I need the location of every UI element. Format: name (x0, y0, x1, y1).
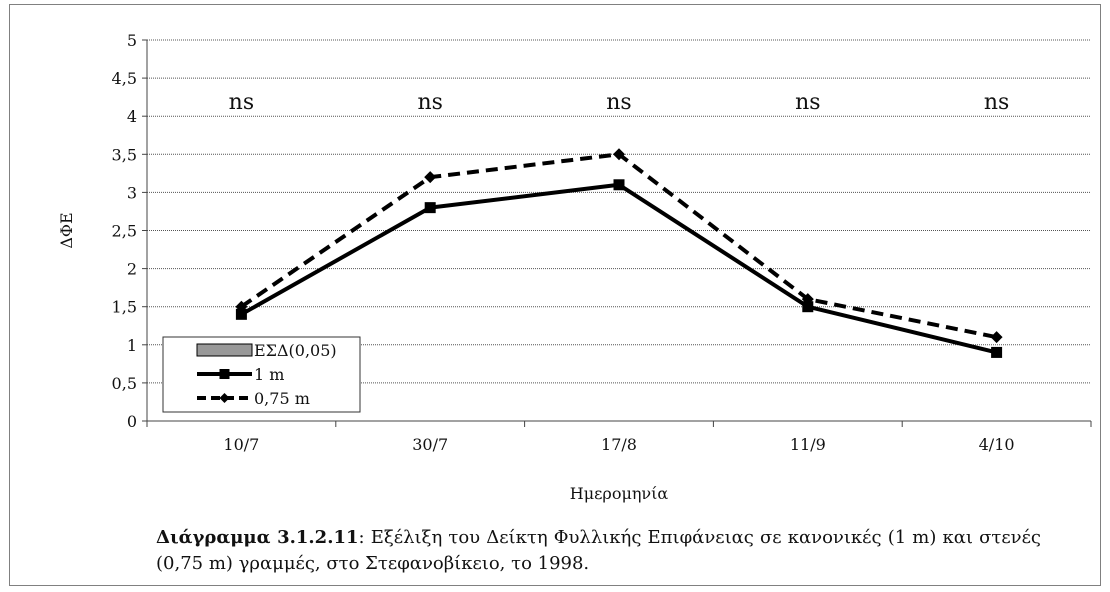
annotation-label: ns (229, 90, 254, 115)
data-point-diamond (424, 171, 437, 184)
data-point-diamond (613, 148, 625, 161)
y-tick-label: 4,5 (112, 69, 137, 88)
legend-marker-square (219, 369, 230, 379)
legend-marker-diamond (219, 393, 230, 403)
data-point-diamond (235, 300, 248, 313)
legend-box (162, 336, 361, 413)
annotation-label: ns (984, 90, 1009, 115)
y-tick-label: 1,5 (112, 298, 137, 317)
legend-label: 0,75 m (254, 389, 310, 408)
line-chart: 0 0,5 1 1,5 2 2,5 3 3,5 4 4,5 5 10/7 30/7 17/8 11/9 4/… (57, 31, 1092, 503)
y-axis-label: ΔΦΕ (57, 212, 76, 248)
data-point-diamond (801, 293, 814, 306)
x-tick-label: 17/8 (601, 435, 637, 454)
x-axis-label: Ημερομηνία (570, 484, 669, 503)
y-tick-label: 3 (127, 183, 137, 202)
figure-caption: Διάγραμμα 3.1.2.11: Εξέλιξη του Δείκτη Φ… (156, 525, 1041, 577)
legend-label: ΕΣΔ(0,05) (254, 341, 337, 360)
y-tick-label: 2 (127, 260, 137, 279)
data-point-square (235, 308, 247, 320)
y-tick-label: 0,5 (112, 374, 137, 393)
data-point-square (613, 179, 625, 191)
annotation-label: ns (606, 90, 631, 115)
y-tick-label: 3,5 (112, 145, 137, 164)
axes (142, 39, 1092, 427)
legend: ΕΣΔ(0,05) 1 m 0,75 m (162, 336, 361, 413)
x-tick-labels: 10/7 30/7 17/8 11/9 4/10 (223, 435, 1014, 454)
data-point-square (424, 202, 436, 214)
y-tick-label: 0 (127, 412, 137, 431)
legend-label: 1 m (254, 365, 284, 384)
figure-frame (9, 4, 1101, 586)
data-point-diamond (990, 331, 1003, 344)
x-tick-label: 10/7 (223, 435, 259, 454)
y-tick-label: 2,5 (112, 222, 137, 241)
data-point-square (991, 346, 1003, 358)
x-tick-label: 11/9 (790, 435, 826, 454)
x-tick-label: 30/7 (412, 435, 448, 454)
y-tick-label: 5 (127, 31, 137, 50)
y-tick-label: 4 (127, 107, 137, 126)
annotation-label: ns (795, 90, 820, 115)
significance-annotations: ns ns ns ns ns (229, 90, 1010, 115)
caption-text: : Εξέλιξη του Δείκτη Φυλλικής Επιφάνειας… (156, 527, 1042, 574)
x-tick-label: 4/10 (979, 435, 1015, 454)
data-point-square (802, 301, 814, 313)
y-tick-labels: 0 0,5 1 1,5 2 2,5 3 3,5 4 4,5 5 (112, 31, 137, 431)
caption-label: Διάγραμμα 3.1.2.11 (156, 527, 359, 548)
annotation-label: ns (417, 90, 442, 115)
y-tick-label: 1 (127, 336, 137, 355)
series-group (235, 148, 1003, 358)
legend-swatch-bar (196, 343, 253, 357)
